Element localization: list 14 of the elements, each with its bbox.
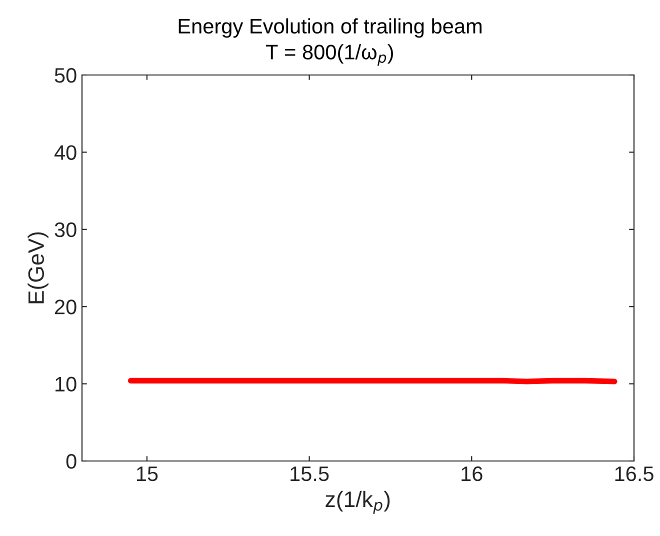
- chart-subtitle: T = 800(1/ω$_{p}$): [266, 44, 393, 66]
- y-tick-label: 10: [56, 376, 76, 392]
- y-tick-label: 0: [66, 454, 76, 469]
- x-tick-label: 15: [136, 466, 158, 482]
- chart-title: Energy Evolution of trailing beam: [178, 18, 482, 38]
- x-tick-label: 16.5: [615, 466, 654, 482]
- y-tick-label: 40: [54, 145, 76, 160]
- x-tick-label: 16: [462, 466, 482, 482]
- y-tick-label: 50: [54, 68, 76, 83]
- x-axis-title: z(1/k$_{p}$): [326, 490, 390, 514]
- y-axis-title: E(GeV): [28, 232, 48, 304]
- y-tick-label: 20: [55, 300, 76, 314]
- y-tick-label: 30: [54, 222, 76, 238]
- x-tick-label: 15.5: [290, 466, 329, 482]
